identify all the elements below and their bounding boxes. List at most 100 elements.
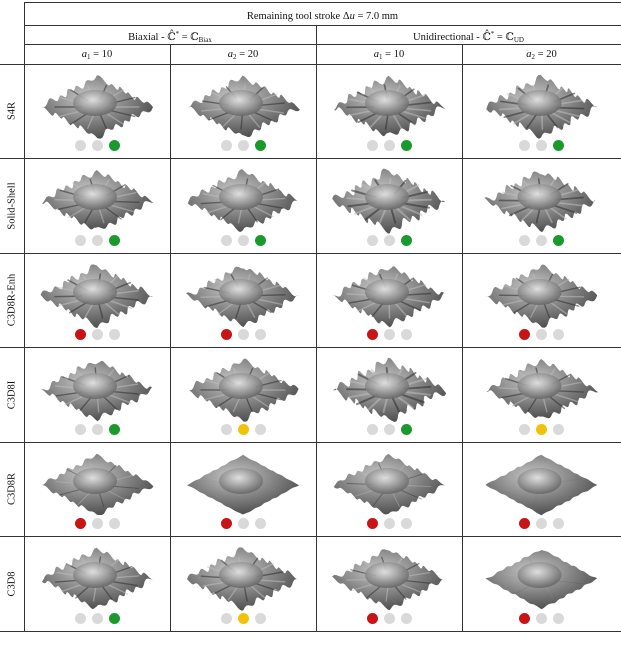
status-dot-grey bbox=[400, 329, 412, 340]
status-indicators bbox=[316, 329, 462, 341]
group-header-unidirectional: Unidirectional - ℂ̂* = ℂUD bbox=[413, 30, 524, 44]
status-indicators bbox=[316, 235, 462, 247]
deformed-sheet-image bbox=[485, 264, 598, 328]
status-dot-grey bbox=[237, 329, 249, 340]
status-indicators bbox=[170, 613, 316, 625]
deformed-sheet-image bbox=[187, 75, 300, 137]
status-dot-green bbox=[108, 424, 120, 435]
status-dot-grey bbox=[383, 613, 395, 624]
table-rule bbox=[0, 536, 621, 537]
row-label-text: Solid-Shell bbox=[6, 181, 18, 230]
result-cell bbox=[316, 253, 462, 347]
deformed-sheet-image bbox=[40, 264, 153, 328]
status-dot-grey bbox=[91, 329, 103, 340]
table-rule bbox=[0, 442, 621, 443]
table-rule bbox=[170, 44, 171, 631]
result-cell bbox=[24, 253, 170, 347]
deformed-sheet-image bbox=[42, 547, 154, 609]
status-dot-green bbox=[108, 613, 120, 624]
deformed-sheet-image bbox=[332, 266, 444, 328]
status-indicators bbox=[24, 329, 170, 341]
status-dot-yellow bbox=[237, 424, 249, 435]
status-indicators bbox=[170, 424, 316, 436]
result-cell bbox=[170, 64, 316, 158]
status-dot-green bbox=[553, 140, 564, 151]
result-cell bbox=[462, 64, 621, 158]
deformed-sheet-image bbox=[186, 266, 299, 328]
result-cell bbox=[462, 442, 621, 536]
status-dot-green bbox=[108, 235, 120, 246]
status-dot-grey bbox=[108, 518, 120, 529]
table-rule bbox=[0, 64, 621, 65]
status-indicators bbox=[316, 518, 462, 530]
row-label-text: C3D8R bbox=[6, 472, 18, 506]
status-dot-green bbox=[254, 235, 266, 246]
row-label-text: C3D8I bbox=[6, 380, 18, 409]
deformed-sheet-image bbox=[485, 550, 598, 610]
status-dot-grey bbox=[519, 235, 530, 246]
status-dot-yellow bbox=[536, 424, 547, 435]
status-indicators bbox=[170, 518, 316, 530]
table-rule bbox=[0, 631, 621, 632]
row-label-text: S4R bbox=[6, 101, 18, 121]
status-dot-grey bbox=[237, 235, 249, 246]
status-dot-green bbox=[254, 140, 266, 151]
table-rule bbox=[24, 2, 621, 3]
deformed-sheet-image bbox=[41, 170, 154, 230]
result-cell bbox=[316, 536, 462, 631]
result-cell bbox=[24, 64, 170, 158]
group-header-biaxial: Biaxial - ℂ̂* = ℂBiax bbox=[128, 30, 212, 44]
status-dot-grey bbox=[536, 329, 547, 340]
status-dot-grey bbox=[237, 140, 249, 151]
status-dot-grey bbox=[400, 613, 412, 624]
table-title: Remaining tool stroke Δu = 7.0 mm bbox=[246, 11, 399, 22]
status-dot-green bbox=[400, 235, 412, 246]
status-dot-grey bbox=[383, 235, 395, 246]
deformed-sheet-image bbox=[333, 357, 447, 422]
status-dot-grey bbox=[74, 613, 86, 624]
status-dot-grey bbox=[91, 140, 103, 151]
deformed-sheet-image bbox=[41, 453, 154, 515]
status-indicators bbox=[24, 140, 170, 152]
status-indicators bbox=[462, 235, 621, 247]
result-cell bbox=[24, 536, 170, 631]
deformed-sheet-image bbox=[485, 454, 598, 516]
result-cell bbox=[24, 347, 170, 442]
status-dot-red bbox=[366, 613, 378, 624]
status-dot-grey bbox=[74, 140, 86, 151]
result-cell bbox=[170, 253, 316, 347]
result-cell bbox=[24, 158, 170, 253]
status-indicators bbox=[316, 140, 462, 152]
status-dot-grey bbox=[553, 518, 564, 529]
status-dot-grey bbox=[220, 235, 232, 246]
status-dot-grey bbox=[366, 140, 378, 151]
result-cell bbox=[316, 158, 462, 253]
deformed-sheet-image bbox=[41, 75, 153, 139]
table-rule bbox=[0, 158, 621, 159]
result-cell bbox=[462, 253, 621, 347]
result-cell bbox=[462, 536, 621, 631]
status-dot-grey bbox=[91, 235, 103, 246]
result-cell bbox=[316, 64, 462, 158]
status-dot-green bbox=[108, 140, 120, 151]
status-indicators bbox=[316, 613, 462, 625]
status-dot-red bbox=[519, 518, 530, 529]
status-dot-grey bbox=[383, 518, 395, 529]
result-cell bbox=[462, 158, 621, 253]
deformed-sheet-image bbox=[187, 547, 299, 611]
status-dot-grey bbox=[220, 613, 232, 624]
status-dot-grey bbox=[383, 329, 395, 340]
status-dot-yellow bbox=[237, 613, 249, 624]
deformed-sheet-image bbox=[332, 168, 445, 234]
status-dot-red bbox=[74, 329, 86, 340]
result-cell bbox=[170, 442, 316, 536]
status-dot-grey bbox=[108, 329, 120, 340]
status-dot-green bbox=[553, 235, 564, 246]
status-dot-grey bbox=[254, 518, 266, 529]
result-cell bbox=[316, 347, 462, 442]
deformed-sheet-image bbox=[334, 75, 446, 137]
status-dot-grey bbox=[254, 613, 266, 624]
status-indicators bbox=[170, 235, 316, 247]
status-dot-red bbox=[519, 613, 530, 624]
